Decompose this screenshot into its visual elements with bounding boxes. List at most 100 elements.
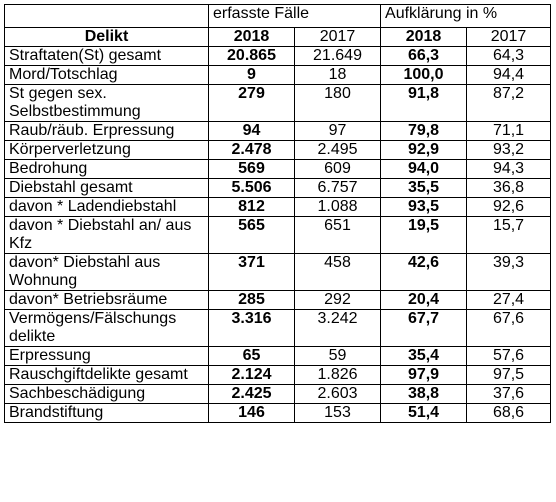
clearance-2018-cell: 93,5 — [380, 197, 468, 217]
clearance-2017-cell: 71,1 — [466, 121, 552, 141]
clearance-2018-cell: 66,3 — [380, 46, 468, 66]
header-row-years: Delikt 2018 2017 2018 2017 — [4, 27, 552, 47]
cases-2018-cell: 2.124 — [208, 365, 295, 385]
clearance-2017-cell: 36,8 — [466, 178, 552, 198]
header-row-groups: erfasste Fälle Aufklärung in % — [4, 4, 552, 28]
clearance-2017-cell: 68,6 — [466, 403, 552, 423]
clearance-2017-cell: 92,6 — [466, 197, 552, 217]
table-row: Mord/Totschlag 9 18 100,0 94,4 — [4, 65, 552, 85]
clearance-2017-cell: 94,4 — [466, 65, 552, 85]
offense-cell: Erpressung — [4, 346, 209, 366]
clearance-2017-cell: 39,3 — [466, 253, 552, 291]
clearance-2017-cell: 64,3 — [466, 46, 552, 66]
header-offense: Delikt — [4, 27, 209, 47]
offense-cell: Sachbeschädigung — [4, 384, 209, 404]
cases-2018-cell: 812 — [208, 197, 295, 217]
cases-2018-cell: 371 — [208, 253, 295, 291]
clearance-2017-cell: 97,5 — [466, 365, 552, 385]
table-row: Vermögens/Fälschungs delikte 3.316 3.242 67… — [4, 309, 552, 347]
offense-cell: Rauschgiftdelikte gesamt — [4, 365, 209, 385]
table-row: davon* Diebstahl aus Wohnung 371 458 42,6 39… — [4, 253, 552, 291]
clearance-2018-cell: 100,0 — [380, 65, 468, 85]
header-clearance-rate: Aufklärung in % — [380, 4, 552, 28]
header-cases-recorded: erfasste Fälle — [207, 4, 382, 28]
crime-statistics-table: erfasste Fälle Aufklärung in % Delikt 20… — [4, 4, 552, 423]
cases-2018-cell: 2.478 — [208, 140, 295, 160]
clearance-2017-cell: 57,6 — [466, 346, 552, 366]
offense-cell: Diebstahl gesamt — [4, 178, 209, 198]
clearance-2018-cell: 51,4 — [380, 403, 468, 423]
cases-2017-cell: 97 — [293, 121, 382, 141]
clearance-2018-cell: 97,9 — [380, 365, 468, 385]
offense-cell: St gegen sex. Selbstbestimmung — [4, 84, 209, 122]
clearance-2017-cell: 94,3 — [466, 159, 552, 179]
table-row: St gegen sex. Selbstbestimmung 279 180 91,8… — [4, 84, 552, 122]
clearance-2018-cell: 19,5 — [380, 216, 468, 254]
header-clearance-2017: 2017 — [466, 27, 552, 47]
cases-2018-cell: 9 — [208, 65, 295, 85]
table-row: davon * Diebstahl an/ aus Kfz 565 651 19,5 1… — [4, 216, 552, 254]
cases-2018-cell: 3.316 — [208, 309, 295, 347]
clearance-2018-cell: 94,0 — [380, 159, 468, 179]
cases-2018-cell: 569 — [208, 159, 295, 179]
clearance-2018-cell: 35,5 — [380, 178, 468, 198]
cases-2018-cell: 20.865 — [208, 46, 295, 66]
table-row: Sachbeschädigung 2.425 2.603 38,8 37,6 — [4, 384, 552, 404]
cases-2017-cell: 59 — [293, 346, 382, 366]
offense-cell: Vermögens/Fälschungs delikte — [4, 309, 209, 347]
cases-2018-cell: 94 — [208, 121, 295, 141]
table-row: Körperverletzung 2.478 2.495 92,9 93,2 — [4, 140, 552, 160]
cases-2017-cell: 609 — [293, 159, 382, 179]
clearance-2018-cell: 79,8 — [380, 121, 468, 141]
header-clearance-2018: 2018 — [380, 27, 468, 47]
table-row: Diebstahl gesamt 5.506 6.757 35,5 36,8 — [4, 178, 552, 198]
offense-cell: davon * Ladendiebstahl — [4, 197, 209, 217]
cases-2018-cell: 279 — [208, 84, 295, 122]
cases-2017-cell: 292 — [293, 290, 382, 310]
offense-cell: Körperverletzung — [4, 140, 209, 160]
cases-2017-cell: 2.495 — [293, 140, 382, 160]
table-row: davon * Ladendiebstahl 812 1.088 93,5 92,6 — [4, 197, 552, 217]
clearance-2018-cell: 91,8 — [380, 84, 468, 122]
clearance-2018-cell: 38,8 — [380, 384, 468, 404]
offense-cell: davon* Betriebsräume — [4, 290, 209, 310]
clearance-2017-cell: 87,2 — [466, 84, 552, 122]
clearance-2017-cell: 15,7 — [466, 216, 552, 254]
offense-cell: Straftaten(St) gesamt — [4, 46, 209, 66]
table-row: davon* Betriebsräume 285 292 20,4 27,4 — [4, 290, 552, 310]
clearance-2017-cell: 37,6 — [466, 384, 552, 404]
cases-2017-cell: 6.757 — [293, 178, 382, 198]
cases-2017-cell: 1.826 — [293, 365, 382, 385]
cases-2018-cell: 285 — [208, 290, 295, 310]
clearance-2017-cell: 67,6 — [466, 309, 552, 347]
clearance-2018-cell: 67,7 — [380, 309, 468, 347]
header-cases-2017: 2017 — [293, 27, 382, 47]
offense-cell: davon * Diebstahl an/ aus Kfz — [4, 216, 209, 254]
cases-2017-cell: 3.242 — [293, 309, 382, 347]
clearance-2018-cell: 35,4 — [380, 346, 468, 366]
cases-2018-cell: 2.425 — [208, 384, 295, 404]
clearance-2018-cell: 92,9 — [380, 140, 468, 160]
table-row: Erpressung 65 59 35,4 57,6 — [4, 346, 552, 366]
table-row: Brandstiftung 146 153 51,4 68,6 — [4, 403, 552, 423]
clearance-2018-cell: 42,6 — [380, 253, 468, 291]
clearance-2017-cell: 93,2 — [466, 140, 552, 160]
table-row: Raub/räub. Erpressung 94 97 79,8 71,1 — [4, 121, 552, 141]
cases-2017-cell: 18 — [293, 65, 382, 85]
offense-cell: Raub/räub. Erpressung — [4, 121, 209, 141]
cases-2018-cell: 65 — [208, 346, 295, 366]
offense-cell: Mord/Totschlag — [4, 65, 209, 85]
offense-cell: davon* Diebstahl aus Wohnung — [4, 253, 209, 291]
cases-2018-cell: 146 — [208, 403, 295, 423]
header-cases-2018: 2018 — [208, 27, 295, 47]
cases-2018-cell: 5.506 — [208, 178, 295, 198]
cases-2017-cell: 651 — [293, 216, 382, 254]
cases-2017-cell: 153 — [293, 403, 382, 423]
cases-2017-cell: 180 — [293, 84, 382, 122]
cases-2017-cell: 2.603 — [293, 384, 382, 404]
clearance-2017-cell: 27,4 — [466, 290, 552, 310]
cases-2018-cell: 565 — [208, 216, 295, 254]
cases-2017-cell: 458 — [293, 253, 382, 291]
offense-cell: Bedrohung — [4, 159, 209, 179]
cases-2017-cell: 1.088 — [293, 197, 382, 217]
